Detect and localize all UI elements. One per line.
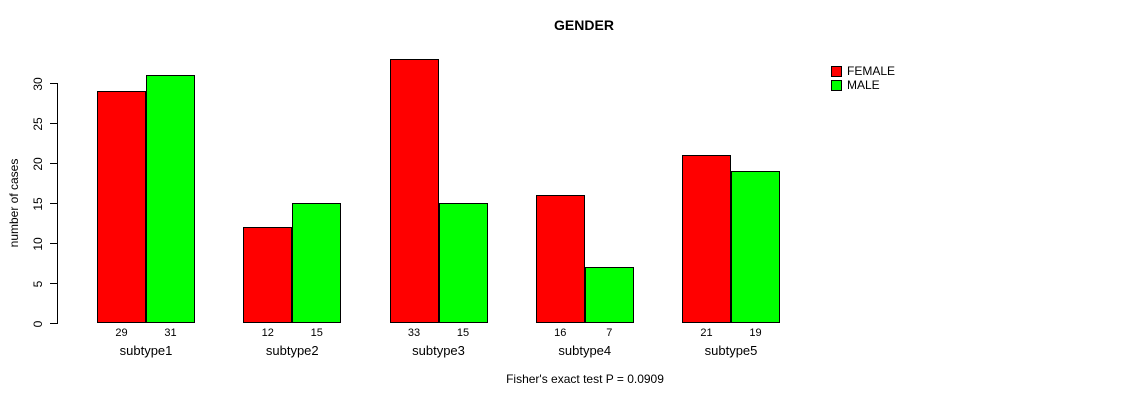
y-tick-mark [50, 163, 57, 164]
bar-female-subtype2 [243, 227, 293, 323]
y-tick-label: 5 [31, 280, 45, 287]
y-tick-label: 30 [31, 76, 45, 91]
y-tick-mark [50, 123, 57, 124]
category-label-subtype3: subtype3 [412, 343, 465, 358]
y-tick-label: 15 [31, 196, 45, 211]
y-tick-label: 20 [31, 156, 45, 171]
bar-male-subtype5 [731, 171, 780, 323]
y-tick-label: 0 [31, 320, 45, 327]
legend: FEMALE MALE [831, 64, 895, 92]
y-tick-label: 25 [31, 116, 45, 131]
category-label-subtype2: subtype2 [265, 343, 319, 358]
bar-male-subtype2 [292, 203, 342, 323]
y-tick-mark [50, 243, 57, 244]
bar-value-label: 12 [261, 327, 274, 339]
y-axis-line [57, 83, 58, 324]
bar-male-subtype4 [584, 267, 634, 323]
bar-value-label: 19 [749, 327, 762, 339]
bar-value-label: 21 [700, 327, 713, 339]
bar-female-subtype3 [389, 59, 439, 323]
bar-value-label: 31 [164, 327, 177, 339]
category-label-subtype5: subtype5 [704, 343, 758, 358]
legend-label: MALE [847, 78, 880, 92]
legend-item-male: MALE [831, 78, 895, 92]
bar-value-label: 29 [115, 327, 128, 339]
legend-swatch-female [831, 65, 842, 77]
chart-title: GENDER [554, 17, 614, 33]
y-tick-mark [50, 323, 57, 324]
category-label-subtype1: subtype1 [119, 343, 173, 358]
bar-value-label: 15 [310, 327, 323, 339]
legend-label: FEMALE [847, 64, 896, 78]
y-tick-mark [50, 203, 57, 204]
legend-item-female: FEMALE [831, 64, 895, 78]
bar-male-subtype3 [438, 203, 488, 323]
y-tick-label: 10 [31, 236, 45, 251]
bar-female-subtype5 [682, 155, 731, 323]
bar-female-subtype1 [97, 91, 146, 323]
legend-swatch-male [831, 79, 842, 91]
annotation-caption: Fisher's exact test P = 0.0909 [506, 372, 664, 386]
bar-value-label: 7 [606, 327, 613, 339]
bar-value-label: 16 [554, 327, 567, 339]
bar-male-subtype1 [146, 75, 195, 323]
y-tick-mark [50, 283, 57, 284]
bar-female-subtype4 [535, 195, 585, 323]
y-axis-label: number of cases [7, 158, 21, 248]
bar-value-label: 33 [407, 327, 421, 339]
bar-value-label: 15 [456, 327, 470, 339]
category-label-subtype4: subtype4 [558, 343, 612, 358]
y-tick-mark [50, 83, 57, 84]
